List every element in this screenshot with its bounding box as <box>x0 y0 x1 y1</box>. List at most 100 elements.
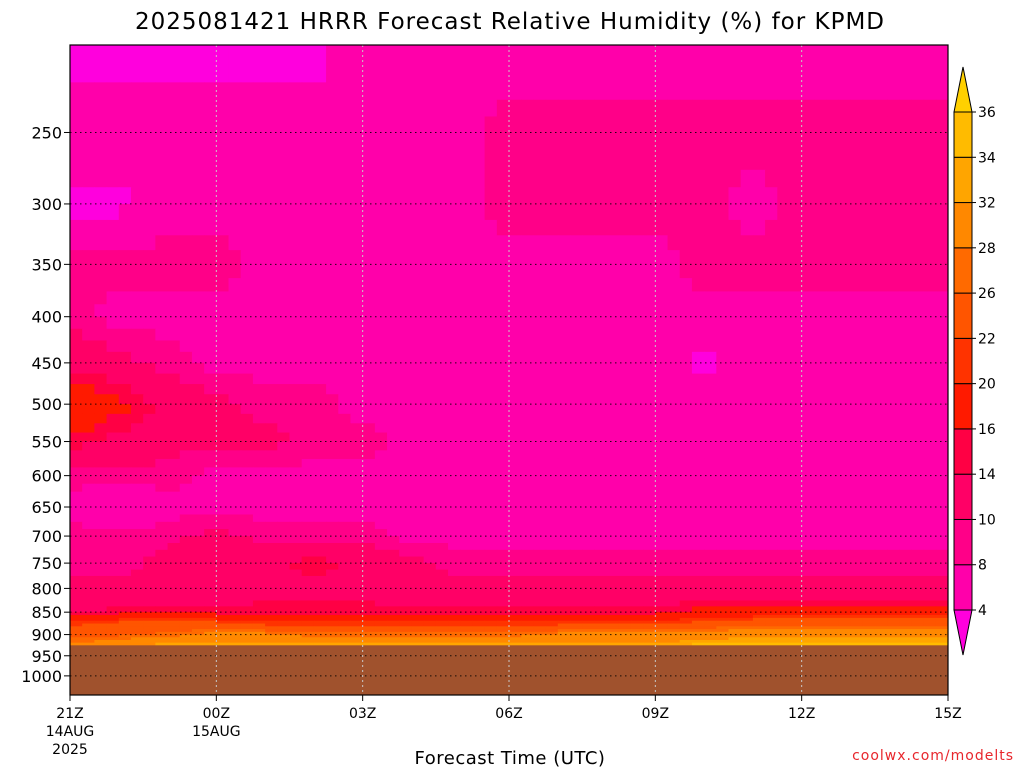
heatmap-cell <box>582 521 595 530</box>
heatmap-cell <box>838 620 852 625</box>
heatmap-cell <box>557 483 571 493</box>
heatmap-cell <box>82 549 95 558</box>
heatmap-cell <box>545 316 559 330</box>
heatmap-cell <box>338 563 352 571</box>
heatmap-cell <box>94 187 108 205</box>
heatmap-cell <box>643 626 656 630</box>
heatmap-cell <box>509 432 522 443</box>
heatmap-cell <box>106 642 120 646</box>
heatmap-cell <box>277 612 291 616</box>
heatmap-cell <box>545 483 559 493</box>
heatmap-cell <box>935 491 948 500</box>
heatmap-cell <box>765 529 778 537</box>
heatmap-cell <box>728 543 742 551</box>
heatmap-cell <box>777 529 791 537</box>
heatmap-cell <box>923 536 937 544</box>
heatmap-cell <box>606 187 620 205</box>
heatmap-cell <box>313 351 327 364</box>
heatmap-cell <box>313 617 327 622</box>
heatmap-cell <box>509 187 522 205</box>
heatmap-cell <box>691 250 705 265</box>
heatmap-cell <box>70 278 83 293</box>
heatmap-cell <box>557 82 571 101</box>
heatmap-cell <box>265 543 278 551</box>
heatmap-cell <box>179 187 193 205</box>
heatmap-cell <box>435 187 449 205</box>
heatmap-cell <box>472 373 486 385</box>
heatmap-cell <box>228 362 242 375</box>
heatmap-cell <box>923 642 937 646</box>
heatmap-cell <box>411 629 425 633</box>
heatmap-cell <box>118 475 132 485</box>
heatmap-cell <box>582 514 595 523</box>
heatmap-cell <box>326 543 339 551</box>
heatmap-cell <box>899 606 913 613</box>
heatmap-cell <box>374 620 388 625</box>
heatmap-cell <box>569 362 583 375</box>
heatmap-cell <box>874 132 888 153</box>
heatmap-cell <box>509 626 522 630</box>
colorbar-tick-label: 4 <box>978 603 987 619</box>
heatmap-cell <box>887 499 900 508</box>
heatmap-cell <box>179 543 193 551</box>
heatmap-cell <box>667 629 681 633</box>
heatmap-cell <box>569 264 583 279</box>
heatmap-cell <box>94 626 108 630</box>
heatmap-cell <box>618 642 632 646</box>
heatmap-cell <box>350 132 364 153</box>
heatmap-cell <box>484 45 498 83</box>
x-tick-label: 12Z <box>788 706 815 722</box>
heatmap-cell <box>484 384 498 395</box>
heatmap-cell <box>789 491 803 500</box>
heatmap-cell <box>911 45 925 83</box>
heatmap-cell <box>618 316 632 330</box>
heatmap-cell <box>387 132 400 153</box>
heatmap-cell <box>350 639 364 644</box>
heatmap-cell <box>362 626 376 630</box>
heatmap-cell <box>740 250 754 265</box>
heatmap-cell <box>643 623 656 627</box>
heatmap-cell <box>130 629 144 633</box>
heatmap-cell <box>362 612 376 616</box>
heatmap-cell <box>801 458 815 468</box>
heatmap-cell <box>496 594 510 602</box>
heatmap-cell <box>496 384 510 395</box>
heatmap-cell <box>216 203 230 221</box>
heatmap-cell <box>557 499 571 508</box>
heatmap-cell <box>728 606 742 613</box>
heatmap-cell <box>838 588 852 596</box>
heatmap-cell <box>679 450 693 460</box>
heatmap-cell <box>240 362 254 375</box>
heatmap-cell <box>460 187 474 205</box>
heatmap-cell <box>509 264 522 279</box>
heatmap-cell <box>155 507 169 516</box>
heatmap-cell <box>484 556 498 564</box>
heatmap-cell <box>691 351 705 364</box>
heatmap-cell <box>289 116 303 134</box>
heatmap-cell <box>301 362 315 375</box>
heatmap-cell <box>691 475 705 485</box>
heatmap-cell <box>667 351 681 364</box>
heatmap-cell <box>569 235 583 251</box>
heatmap-cell <box>167 328 181 342</box>
heatmap-cell <box>679 432 693 443</box>
heatmap-cell <box>326 99 339 118</box>
heatmap-cell <box>887 169 900 188</box>
heatmap-cell <box>899 45 913 83</box>
heatmap-cell <box>850 615 864 619</box>
heatmap-cell <box>496 441 510 451</box>
heatmap-cell <box>484 351 498 364</box>
heatmap-cell <box>667 450 681 460</box>
heatmap-cell <box>935 99 948 118</box>
heatmap-cell <box>728 116 742 134</box>
heatmap-cell <box>204 394 217 405</box>
heatmap-cell <box>326 404 339 415</box>
heatmap-cell <box>691 491 705 500</box>
heatmap-cell <box>191 514 205 523</box>
heatmap-cell <box>143 623 156 627</box>
heatmap-cell <box>545 235 559 251</box>
heatmap-cell <box>472 626 486 630</box>
heatmap-cell <box>448 475 461 485</box>
heatmap-cell <box>655 362 669 375</box>
heatmap-cell <box>387 82 400 101</box>
